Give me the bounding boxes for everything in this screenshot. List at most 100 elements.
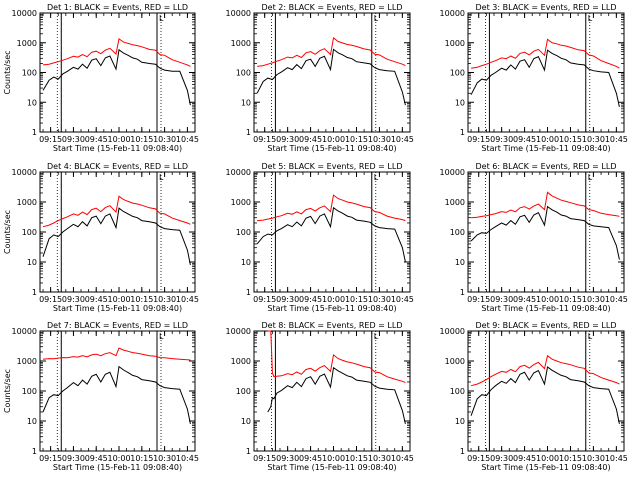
y-tick-label: 1000 [445,198,465,207]
x-tick-label: 09:45 [299,135,322,144]
chart-panel-6: 1 10 100 1000 10000 09:15 09:30 09:45 10:00 10:15… [440,162,628,313]
corner-label: L [159,332,164,341]
x-tick-label: 10:15 [130,295,153,304]
x-axis-label: Start Time (15-Feb-11 09:08:40) [267,144,396,153]
y-tick-label: 10000 [440,9,465,18]
corner-label: L [588,14,593,23]
chart-title: Det 5: BLACK = Events, RED = LLD [262,162,403,171]
series-line-events [42,365,191,424]
plot-frame [253,171,411,293]
y-tick-label: 1000 [231,198,251,207]
x-tick-label: 09:45 [85,454,108,463]
x-tick-label: 10:00 [536,454,559,463]
chart-panel-8: 1 10 100 1000 10000 09:15 09:30 09:45 10:00 10:15… [226,321,414,472]
x-axis-label: Start Time (15-Feb-11 09:08:40) [53,144,182,153]
x-tick-label: 10:15 [559,295,582,304]
y-tick-label: 10 [455,98,465,107]
y-tick-label: 1 [246,288,251,297]
plot-frame [39,12,196,133]
corner-label: L [374,332,379,341]
chart-panel-7: 1 10 100 1000 10000 09:15 09:30 09:45 10:00 10:15… [3,321,199,472]
series-line-lld [42,195,191,228]
y-tick-label: 1 [460,447,465,456]
x-tick-label: 10:15 [559,135,582,144]
series-line-events [470,366,620,424]
x-tick-label: 09:30 [62,135,85,144]
y-tick-label: 1 [246,447,251,456]
x-tick-label: 09:15 [39,135,62,144]
x-tick-label: 10:30 [582,135,605,144]
x-tick-label: 10:30 [153,454,176,463]
x-tick-label: 09:45 [513,454,536,463]
chart-title: Det 4: BLACK = Events, RED = LLD [47,162,188,171]
x-tick-label: 10:00 [322,295,345,304]
y-tick-label: 1 [32,447,37,456]
series-line-lld [257,194,406,222]
y-tick-label: 10 [241,98,251,107]
x-tick-label: 09:30 [276,135,299,144]
x-tick-label: 10:00 [107,135,130,144]
y-tick-label: 10000 [440,327,465,336]
chart-title: Det 3: BLACK = Events, RED = LLD [476,3,617,12]
x-tick-label: 09:15 [253,295,276,304]
x-tick-label: 10:30 [582,454,605,463]
x-tick-label: 10:45 [605,295,628,304]
series-line-events [470,49,620,108]
y-tick-label: 100 [22,387,37,396]
series-line-lld [42,347,191,361]
y-tick-label: 10 [27,98,37,107]
x-tick-label: 10:45 [391,295,414,304]
chart-title: Det 2: BLACK = Events, RED = LLD [262,3,403,12]
y-tick-label: 10000 [12,168,37,177]
corner-label: L [374,173,379,182]
x-tick-label: 10:30 [368,135,391,144]
x-tick-label: 10:30 [582,295,605,304]
x-tick-label: 09:15 [253,135,276,144]
corner-label: L [588,332,593,341]
x-tick-label: 10:00 [536,135,559,144]
x-tick-label: 10:15 [130,454,153,463]
x-tick-label: 09:30 [276,295,299,304]
y-tick-label: 10 [455,417,465,426]
y-tick-label: 1 [460,128,465,137]
y-tick-label: 100 [450,228,465,237]
chart-title: Det 8: BLACK = Events, RED = LLD [262,321,403,330]
x-tick-label: 10:15 [345,135,368,144]
y-tick-label: 1000 [17,357,37,366]
x-axis-label: Start Time (15-Feb-11 09:08:40) [481,144,610,153]
x-tick-label: 10:00 [107,454,130,463]
x-tick-label: 10:45 [176,454,199,463]
x-tick-label: 10:45 [176,295,199,304]
y-tick-label: 1 [460,288,465,297]
x-tick-label: 10:45 [605,135,628,144]
plot-frame [253,330,411,452]
y-axis-label: Counts/sec [3,369,12,413]
series-line-lld [42,38,191,67]
corner-label: L [374,14,379,23]
x-tick-label: 10:00 [322,454,345,463]
y-tick-label: 10 [27,258,37,267]
series-line-events [256,206,406,263]
y-tick-label: 100 [236,387,251,396]
series-line-events [470,205,620,260]
x-tick-label: 10:45 [391,454,414,463]
y-tick-label: 100 [22,69,37,78]
x-tick-label: 09:15 [467,295,490,304]
x-tick-label: 09:15 [39,454,62,463]
x-axis-label: Start Time (15-Feb-11 09:08:40) [267,463,396,472]
x-tick-label: 09:15 [253,454,276,463]
y-tick-label: 1000 [445,39,465,48]
chart-panel-9: 1 10 100 1000 10000 09:15 09:30 09:45 10:00 10:15… [440,321,628,472]
x-tick-label: 09:30 [490,135,513,144]
y-tick-label: 100 [236,228,251,237]
x-tick-label: 10:00 [536,295,559,304]
chart-panel-2: 1 10 100 1000 10000 09:15 09:30 09:45 10:00 10:15… [226,3,414,153]
series-line-lld [471,38,620,69]
x-tick-label: 10:15 [130,135,153,144]
y-tick-label: 1000 [231,357,251,366]
chart-title: Det 6: BLACK = Events, RED = LLD [476,162,617,171]
x-tick-label: 09:45 [299,295,322,304]
series-line-lld [257,36,406,67]
y-tick-label: 1000 [445,357,465,366]
